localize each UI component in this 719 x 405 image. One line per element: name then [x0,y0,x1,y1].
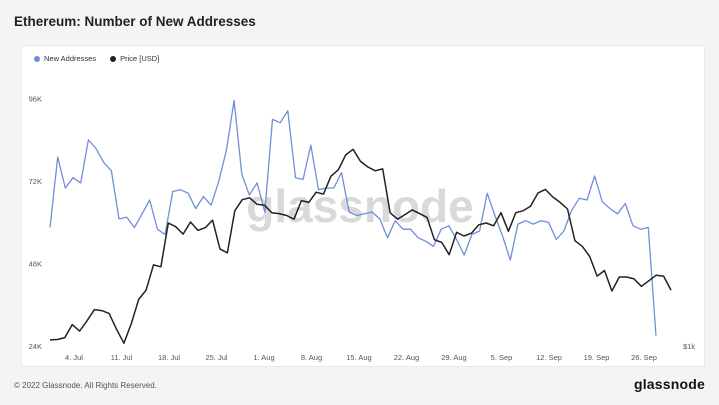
y-tick-label: 96K [29,95,42,104]
x-tick-label: 29. Aug [441,353,466,362]
x-tick-label: 5. Sep [491,353,513,362]
legend-dot-new-addresses [34,55,40,62]
y-tick-label: 48K [29,260,42,269]
y-tick-label: 72K [29,177,42,186]
y-right-tick-label: $1k [683,342,695,351]
x-tick-label: 18. Jul [158,353,180,362]
series-line-new-addresses [49,99,657,336]
x-tick-label: 11. Jul [111,353,133,362]
x-tick-label: 25. Jul [205,353,227,362]
legend-dot-price [110,55,117,62]
x-tick-label: 8. Aug [301,353,322,362]
x-tick-label: 19. Sep [584,353,610,362]
x-tick-label: 15. Aug [346,353,371,362]
series-line-price [49,148,672,344]
legend-label-price: Price [USD] [120,54,160,63]
chart-panel: New Addresses Price [USD] [22,46,704,366]
legend-item-new-addresses[interactable]: New Addresses [34,54,96,63]
x-tick-label: 22. Aug [394,353,419,362]
chart-title: Ethereum: Number of New Addresses [14,14,256,29]
y-tick-label: 24K [29,342,42,351]
legend-label-new-addresses: New Addresses [44,54,97,63]
x-tick-label: 1. Aug [253,353,274,362]
watermark-text: glassnode [246,180,474,232]
x-tick-label: 12. Sep [536,353,562,362]
x-tick-label: 26. Sep [631,353,657,362]
brand-logo: glassnode [633,376,705,392]
copyright-footer: © 2022 Glassnode. All Rights Reserved. [14,381,157,390]
legend-item-price[interactable]: Price [USD] [110,54,159,63]
x-tick-label: 4. Jul [65,353,83,362]
legend: New Addresses Price [USD] [34,54,159,63]
